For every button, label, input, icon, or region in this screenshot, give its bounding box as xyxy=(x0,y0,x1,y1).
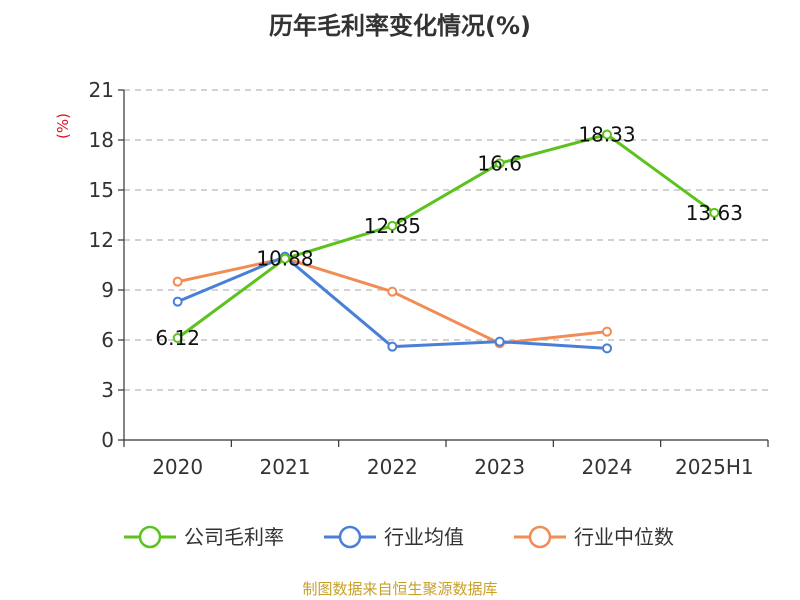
legend-marker-0 xyxy=(138,525,162,549)
series-0 xyxy=(172,129,720,343)
y-tick-label-21: 21 xyxy=(89,78,114,102)
legend-label-2: 行业中位数 xyxy=(574,525,674,549)
y-tick-label-15: 15 xyxy=(89,178,114,202)
x-tick-label-2023: 2023 xyxy=(474,455,525,479)
point-1-2020 xyxy=(172,296,183,307)
data-label-2021: 10.88 xyxy=(256,247,313,271)
y-tick-label-3: 3 xyxy=(101,378,114,402)
series-line-2 xyxy=(177,256,608,345)
data-labels: 6.12 10.88 12.85 16.6 18.33 13.63 xyxy=(155,123,743,351)
series-2 xyxy=(172,253,612,349)
x-tick-label-2021: 2021 xyxy=(260,455,311,479)
legend-marker-1 xyxy=(338,525,362,549)
point-0-2021 xyxy=(280,253,290,264)
point-1-2024 xyxy=(602,343,612,354)
x-tick-label-2025H1: 2025H1 xyxy=(675,455,754,479)
y-tick-label-12: 12 xyxy=(89,228,114,252)
y-tick-label-18: 18 xyxy=(89,128,114,152)
point-1-2023 xyxy=(494,336,505,347)
point-1-2022 xyxy=(387,341,398,352)
source-note: 制图数据来自恒生聚源数据库 xyxy=(302,580,497,598)
data-label-2020: 6.12 xyxy=(155,326,200,350)
legend-label-0: 公司毛利率 xyxy=(184,525,284,549)
y-axis-unit: (%) xyxy=(54,113,72,139)
data-label-2024: 18.33 xyxy=(578,123,635,147)
gridlines xyxy=(124,89,768,391)
series-line-1 xyxy=(177,255,608,350)
point-2-2020 xyxy=(172,276,183,287)
point-2-2022 xyxy=(387,286,398,297)
y-tick-label-6: 6 xyxy=(101,328,114,352)
x-tick-label-2020: 2020 xyxy=(152,455,203,479)
legend-item-0[interactable]: 公司毛利率 xyxy=(124,525,284,549)
data-label-2023: 16.6 xyxy=(477,151,522,175)
x-tick-label-2024: 2024 xyxy=(582,455,633,479)
point-2-2024 xyxy=(602,326,612,337)
point-0-2022 xyxy=(387,220,398,231)
point-0-2023 xyxy=(494,158,505,169)
x-tick-label-2022: 2022 xyxy=(367,455,418,479)
chart-title: 历年毛利率变化情况(%) xyxy=(269,12,531,40)
legend-item-2[interactable]: 行业中位数 xyxy=(514,525,674,549)
legend-label-1: 行业均值 xyxy=(384,525,464,549)
y-tick-label-9: 9 xyxy=(101,278,114,302)
y-tick-label-0: 0 xyxy=(101,428,114,452)
point-0-2025H1 xyxy=(709,207,720,218)
point-0-2024 xyxy=(602,129,612,140)
data-label-2022: 12.85 xyxy=(364,214,421,238)
series-layer xyxy=(172,129,720,354)
legend-marker-2 xyxy=(528,525,552,549)
legend-item-1[interactable]: 行业均值 xyxy=(324,525,464,549)
axes: 0 3 6 9 12 15 18 21 2020 2021 2022 2023 2024 2025H1 xyxy=(89,78,769,479)
legend[interactable]: 公司毛利率 行业均值 行业中位数 xyxy=(124,525,674,549)
point-0-2020 xyxy=(172,333,183,343)
series-line-0 xyxy=(176,133,716,340)
data-label-2025H1: 13.63 xyxy=(686,201,743,225)
